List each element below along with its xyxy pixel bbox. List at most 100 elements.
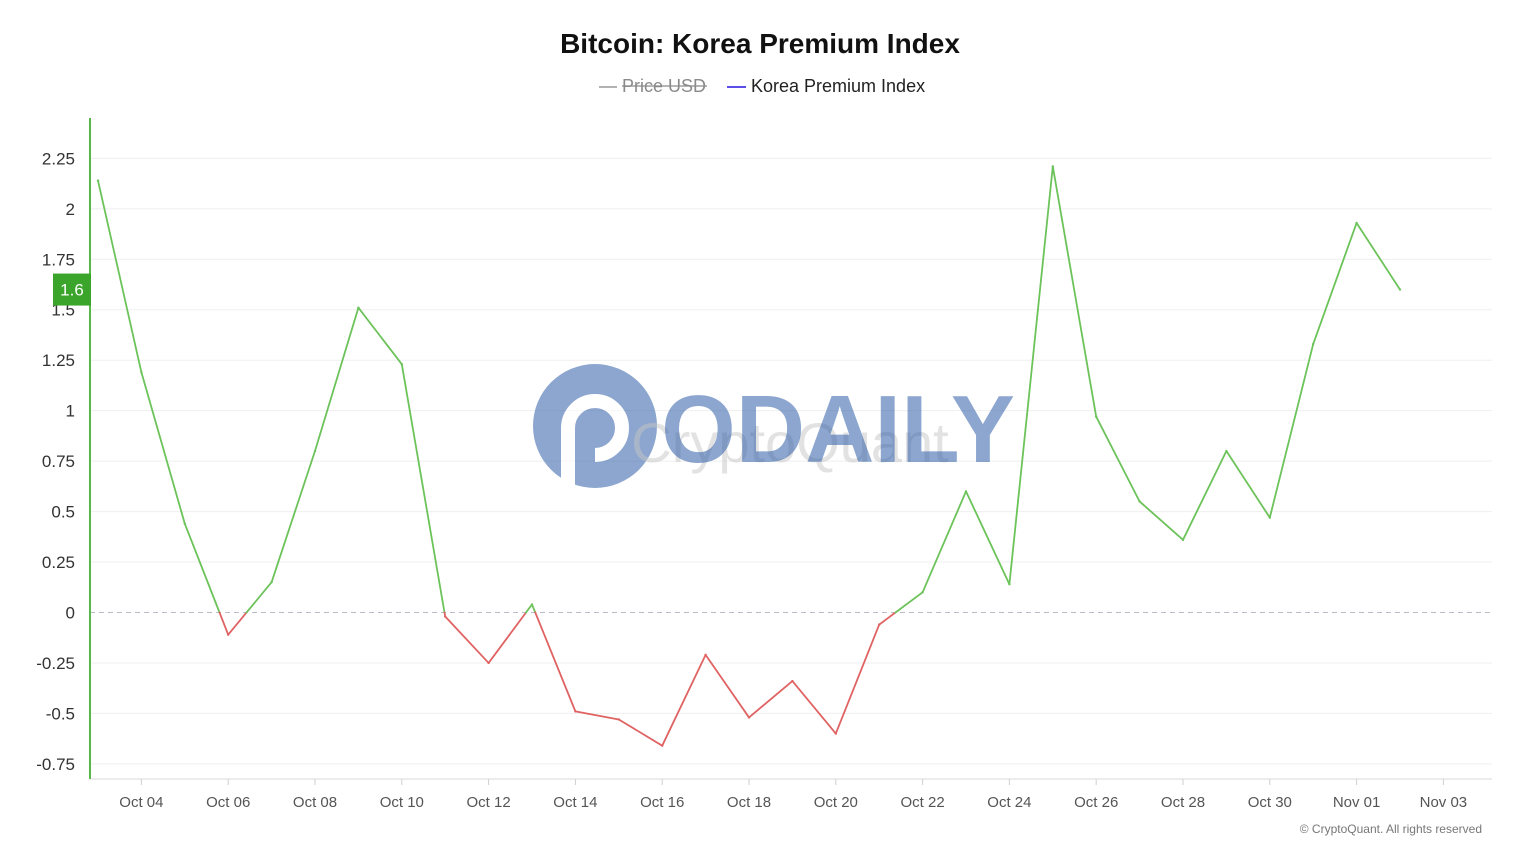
legend: Price USD Korea Premium Index [599,76,925,96]
y-tick-label: 0.25 [42,553,75,572]
last-value-tag: 1.6 [53,273,91,306]
x-tick-label: Oct 24 [987,794,1031,811]
data-point [921,591,924,594]
data-point [1268,516,1272,519]
data-point [530,603,534,606]
series-segment [574,710,620,721]
y-tick-label: 0.5 [51,503,75,522]
credit: © CryptoQuant. All rights reserved [1300,822,1482,836]
data-point [183,522,186,525]
series-segment [921,490,967,594]
data-point [834,732,837,735]
series-segment [487,611,527,664]
series-segment [357,306,403,366]
last-value-tag-text: 1.6 [60,281,84,300]
legend-label-kpi: Korea Premium Index [751,76,925,96]
x-tick-label: Oct 18 [727,794,771,811]
series-segment [617,718,664,747]
series-segment [704,653,750,719]
series-segment [1095,415,1141,503]
x-tick-label: Nov 03 [1420,794,1468,811]
data-points [96,165,1402,747]
data-point [313,449,317,453]
y-tick-label: -0.25 [36,654,75,673]
x-tick-label: Oct 16 [640,794,684,811]
x-axis-ticks: Oct 04 Oct 06 Oct 08 Oct 10 Oct 12 Oct 14 Oct … [119,779,1467,811]
x-tick-label: Nov 01 [1333,794,1381,811]
data-point [1312,342,1315,346]
data-point [661,744,664,747]
series-segment [834,623,881,735]
y-tick-label: -0.75 [36,755,75,774]
series-segment [227,611,248,636]
series-segment [1182,450,1228,541]
data-point [1095,415,1098,418]
x-tick-label: Oct 20 [814,794,858,811]
legend-item-kpi[interactable]: Korea Premium Index [727,76,925,96]
series-segment [1138,500,1184,541]
series-segment [1225,450,1271,519]
series-segment [444,615,490,664]
y-axis-ticks: -0.75-0.5-0.2500.250.50.7511.251.51.7522… [36,149,75,773]
y-tick-label: 0 [66,603,75,622]
series-segment [1312,222,1358,345]
data-point [574,710,577,713]
series-segment [791,680,837,735]
x-tick-label: Oct 28 [1161,794,1205,811]
series-segment [878,611,897,626]
data-point [1051,165,1055,168]
series-segment [270,450,316,584]
data-point [617,718,620,721]
watermark: CryptoQuant ODAILY [533,364,1015,489]
data-point [487,661,490,665]
y-tick-label: 1 [66,402,75,421]
series-segment [97,179,143,374]
x-tick-label: Oct 22 [901,794,945,811]
last-value-tag-bg [53,273,91,306]
x-tick-label: Oct 10 [380,794,424,811]
data-point [1181,538,1185,542]
data-point [96,179,100,182]
series-korea-premium-index [97,165,1401,747]
data-point [400,363,403,366]
data-point [357,306,360,309]
series-segment [245,581,273,614]
data-point [747,716,751,719]
series-segment [183,522,221,614]
y-tick-label: 1.75 [42,250,75,269]
x-tick-label: Oct 14 [553,794,597,811]
series-segment [534,611,577,713]
y-tick-label: 1.25 [42,351,75,370]
data-point [878,623,881,626]
watermark-brand: ODAILY [661,376,1015,483]
x-tick-label: Oct 30 [1248,794,1292,811]
y-tick-label: 0.75 [42,452,75,471]
chart-title: Bitcoin: Korea Premium Index [560,28,960,59]
x-tick-label: Oct 12 [467,794,511,811]
series-segment [218,611,230,636]
x-tick-label: Oct 26 [1074,794,1118,811]
data-point [444,615,447,618]
data-point [1355,221,1358,225]
odaily-logo-icon [533,364,657,489]
x-tick-label: Oct 06 [206,794,250,811]
series-segment [1355,222,1401,291]
series-segment [525,603,533,614]
gridlines [90,157,1492,765]
x-tick-label: Oct 08 [293,794,337,811]
series-segment [314,306,360,452]
data-point [1138,500,1141,503]
data-point [1398,288,1402,291]
series-segment [1051,165,1098,418]
series-segment [1268,343,1315,519]
data-point [791,679,794,683]
y-tick-label: -0.5 [46,704,75,723]
series-segment [965,490,1011,586]
watermark-sub: CryptoQuant [631,411,949,474]
data-point [1008,583,1011,586]
legend-item-price[interactable]: Price USD [599,76,707,96]
series-segment [748,680,794,719]
data-point [1225,449,1228,453]
series-segment [400,363,446,614]
series-segment [531,603,537,614]
